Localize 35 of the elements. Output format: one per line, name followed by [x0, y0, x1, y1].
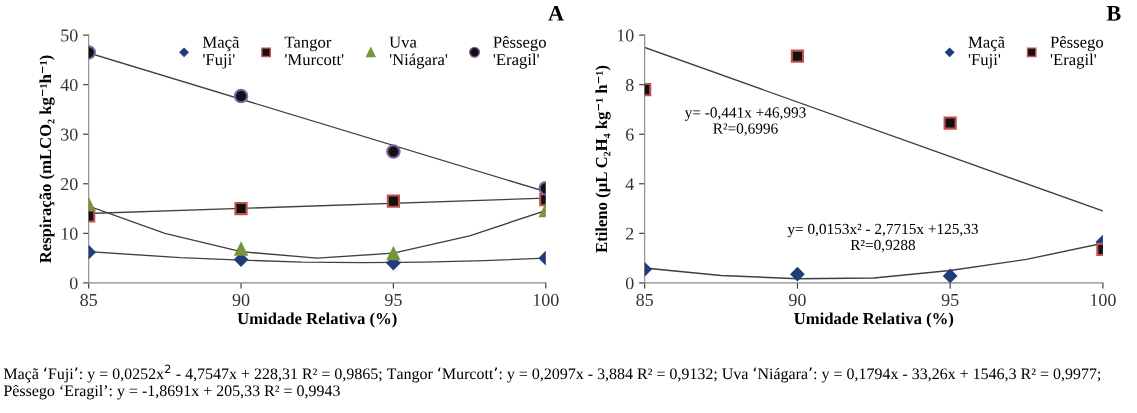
legend-label: Maçã 'Fuji' — [968, 36, 1005, 69]
legend-label: Maçã 'Fuji' — [202, 36, 240, 69]
x-tick-label: 90 — [232, 293, 250, 307]
x-tick-label: 100 — [1090, 293, 1116, 307]
x-tick-label: 90 — [788, 293, 806, 307]
x-tick-label: 95 — [941, 293, 959, 307]
legend-label: Uva 'Niágara' — [389, 36, 448, 69]
legend-label: Pêssego 'Eragil' — [1050, 36, 1104, 69]
y-tick-label: 8 — [625, 78, 634, 92]
x-axis-title: Umidade Relativa (%) — [794, 312, 954, 328]
y-tick-label: 50 — [61, 29, 78, 42]
x-axis-title: Umidade Relativa (%) — [237, 312, 397, 328]
y-tick-label: 2 — [626, 227, 634, 240]
y-tick-label: 40 — [60, 78, 78, 92]
x-tick-label: 100 — [533, 293, 559, 307]
y-tick-label: 0 — [69, 277, 78, 290]
y-tick-label: 10 — [617, 29, 634, 42]
annotation: y= 0,0153x² - 2,7715x +125,33 R²=0,9288 — [787, 223, 978, 253]
chart-title: A — [548, 5, 564, 21]
x-tick-label: 85 — [636, 293, 653, 307]
chart-title: B — [1106, 6, 1121, 21]
legend-label: Pêssego 'Eragil' — [493, 36, 546, 69]
y-tick-label: 30 — [61, 128, 78, 141]
text: Maçã ‘Fuji’: y = 0,0252x$^{2}$ - 4,7547x + 228,31 R² = 0,9865; Tangor ‘Murcott’: y = 0,2097x - 3,884 R² = 0,9132; Uva ‘Niágara’: y = 0,1794x - 33,26x + 1546,3 R² = 0,9977; Pêssego ‘Eragil’: y = -1,8691x + 205,33 R² = 0,9943 — [3, 364, 1101, 400]
x-tick-label: 95 — [384, 293, 402, 307]
y-tick-label: 6 — [626, 128, 634, 141]
x-tick-label: 85 — [80, 293, 98, 307]
y-tick-label: 20 — [61, 178, 78, 191]
y-axis-title: Respiração (mLCO₂ kg⁻¹h⁻¹) — [39, 55, 55, 263]
y-tick-label: 4 — [625, 178, 634, 191]
legend-label: Tangor 'Murcott' — [284, 36, 344, 66]
y-tick-label: 0 — [625, 277, 634, 290]
y-tick-label: 10 — [61, 227, 78, 240]
annotation: y= -0,441x +46,993 R²=0,6996 — [684, 107, 806, 136]
y-axis-title: Etileno (µL C₂H₄ kg⁻¹ h⁻¹) — [595, 65, 611, 253]
